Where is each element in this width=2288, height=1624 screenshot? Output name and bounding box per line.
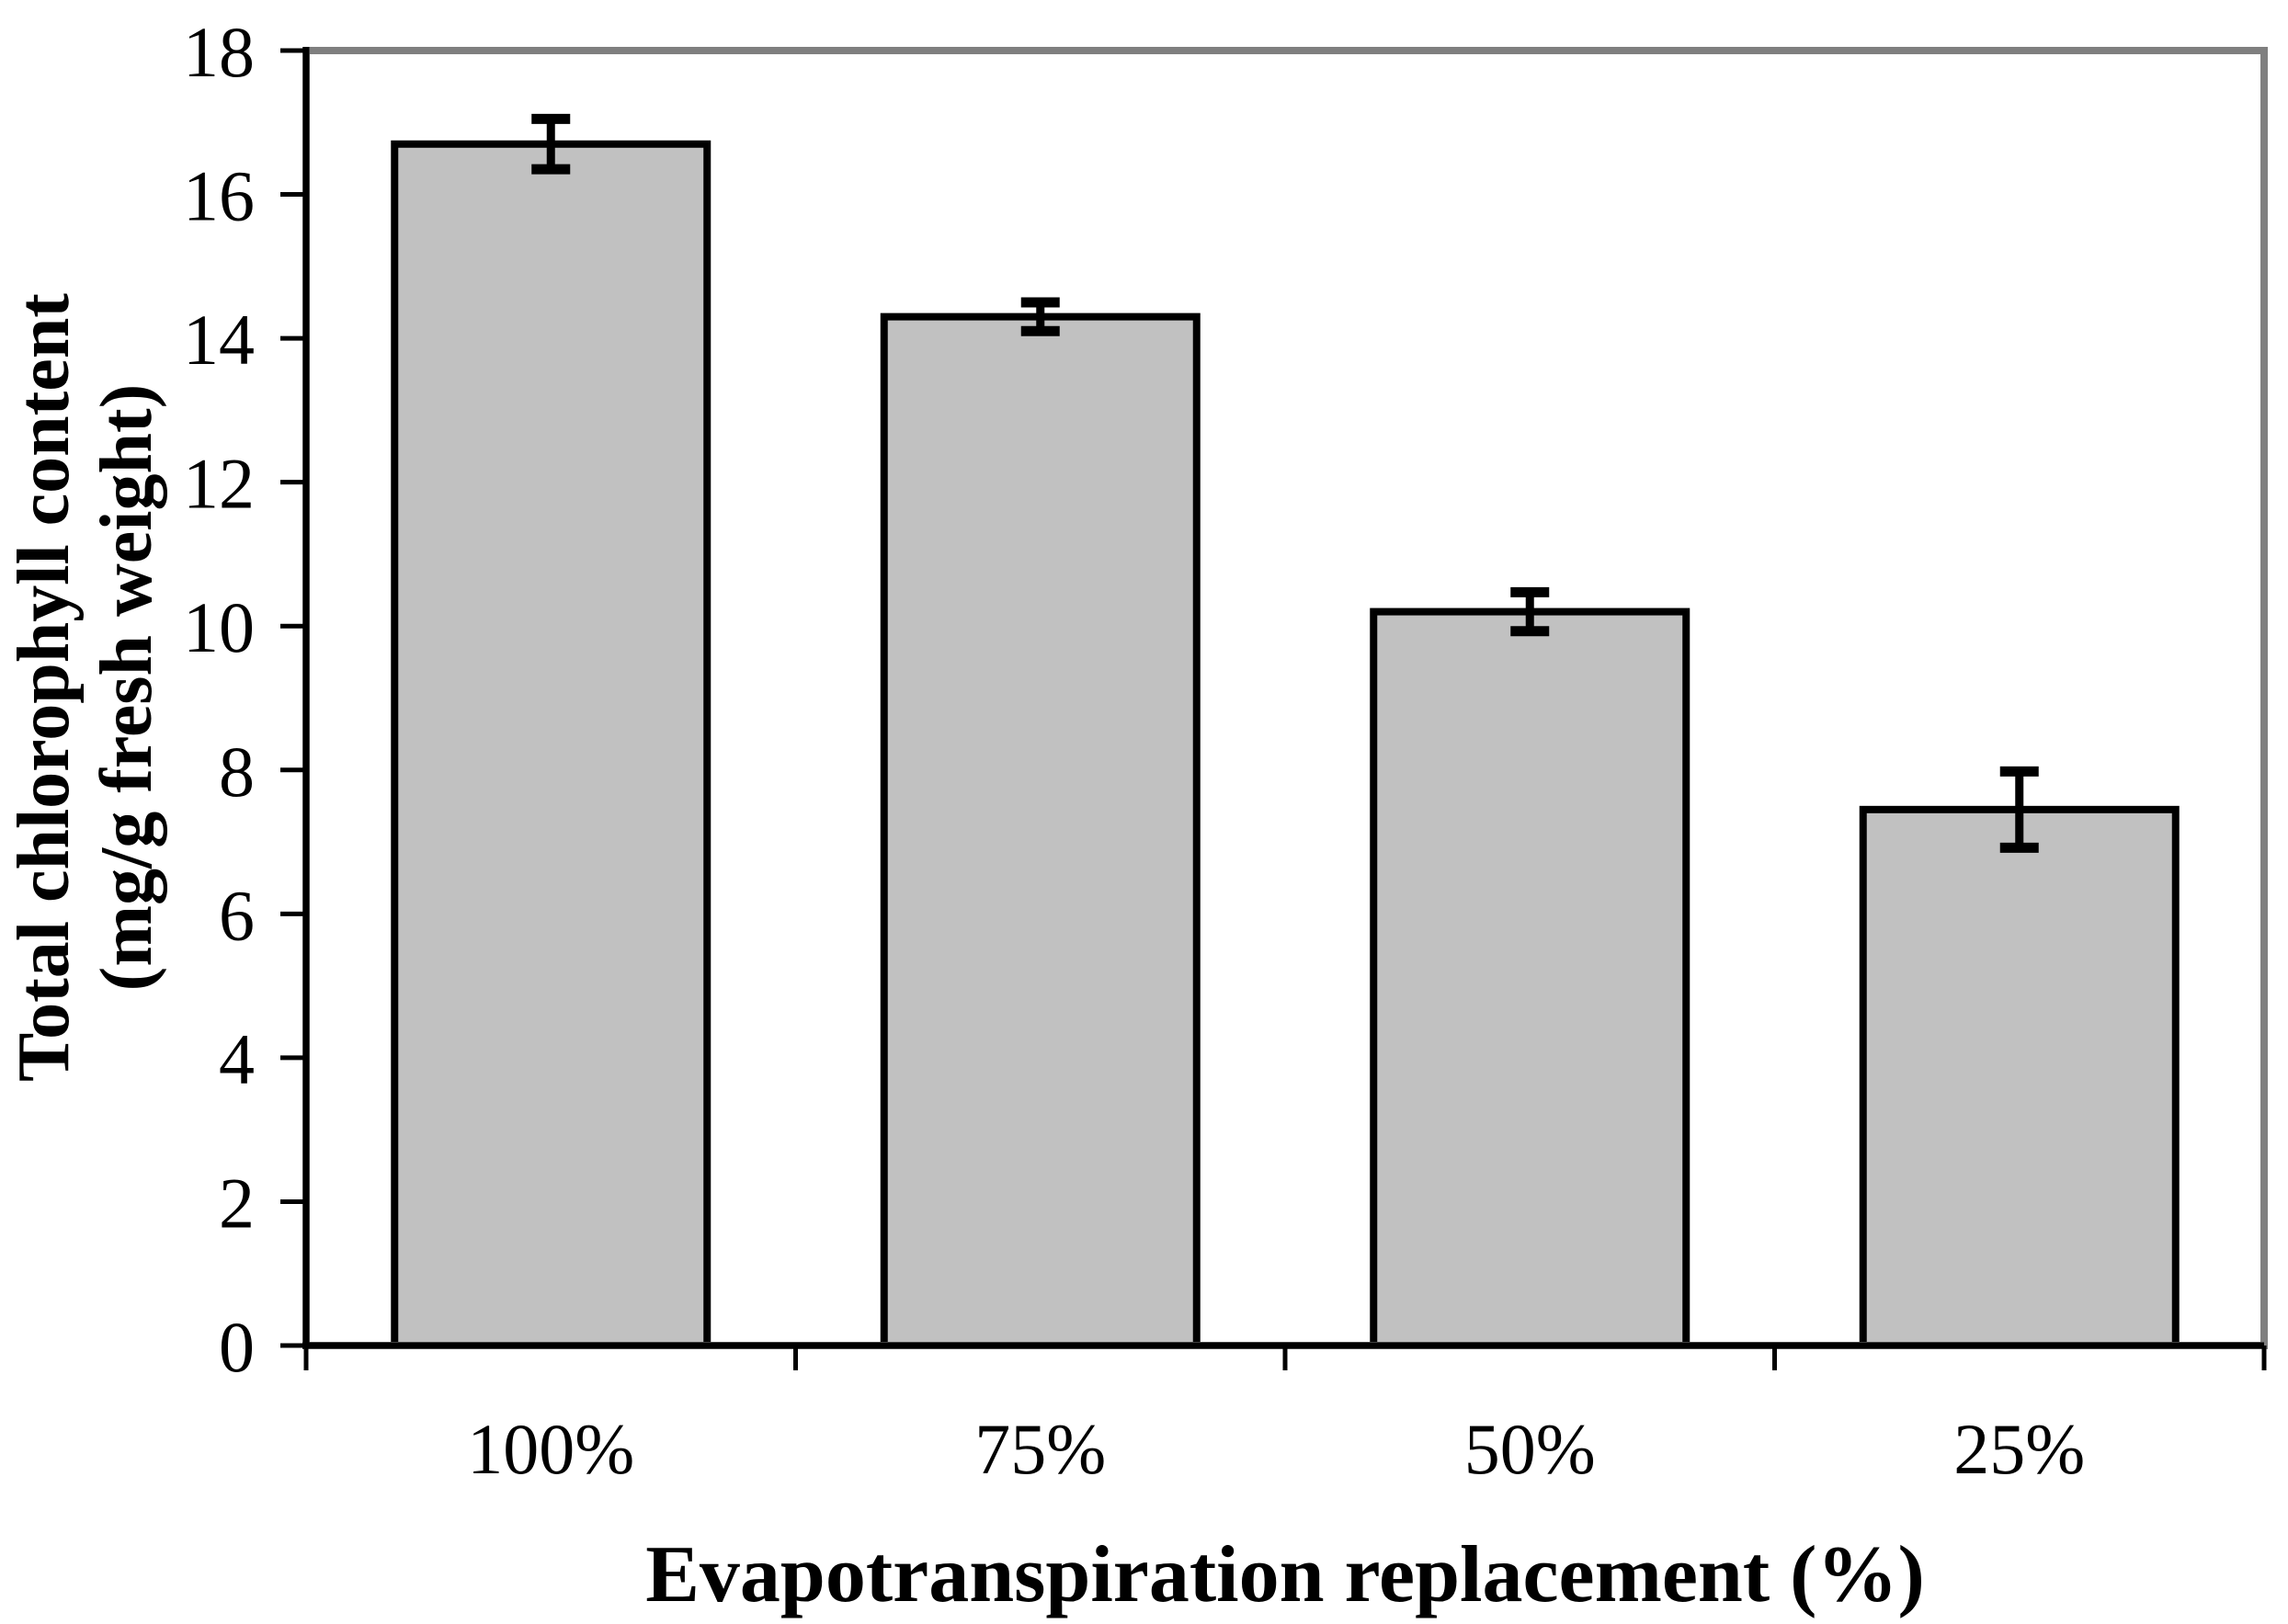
y-tick-label-18: 18 [183, 12, 255, 92]
x-axis-title: Evapotranspiration replacement (%) [645, 1530, 1925, 1619]
bar-50% [1370, 608, 1690, 1349]
error-bars-layer [531, 113, 2039, 853]
y-tick-label-16: 16 [183, 156, 255, 236]
y-tick-label-6: 6 [219, 875, 255, 955]
x-tick-labels: 100% 75% 50% 25% [467, 1409, 2085, 1489]
bar-75% [880, 312, 1201, 1349]
bars-layer [391, 140, 2180, 1349]
y-tick-label-14: 14 [183, 300, 255, 380]
y-axis-title-line-2: (mg/g fresh weight) [86, 384, 167, 992]
x-tick-label-25%: 25% [1953, 1409, 2085, 1489]
bar-100% [391, 140, 711, 1349]
y-tick-label-8: 8 [219, 732, 255, 812]
y-axis-title-line-1: Total chlorophyll content [4, 293, 85, 1082]
bar-25% [1859, 805, 2180, 1349]
y-tick-label-12: 12 [183, 444, 255, 524]
x-ticks-layer [303, 1346, 2267, 1370]
x-tick-label-75%: 75% [974, 1409, 1106, 1489]
y-tick-label-2: 2 [219, 1163, 255, 1243]
y-tick-labels: 0 2 4 6 8 10 12 14 16 18 [183, 12, 255, 1387]
y-ticks-layer [280, 48, 306, 1348]
y-tick-label-0: 0 [219, 1307, 255, 1387]
y-tick-label-4: 4 [219, 1019, 255, 1099]
y-tick-label-10: 10 [183, 587, 255, 667]
x-tick-label-100%: 100% [467, 1409, 634, 1489]
x-tick-label-50%: 50% [1464, 1409, 1596, 1489]
